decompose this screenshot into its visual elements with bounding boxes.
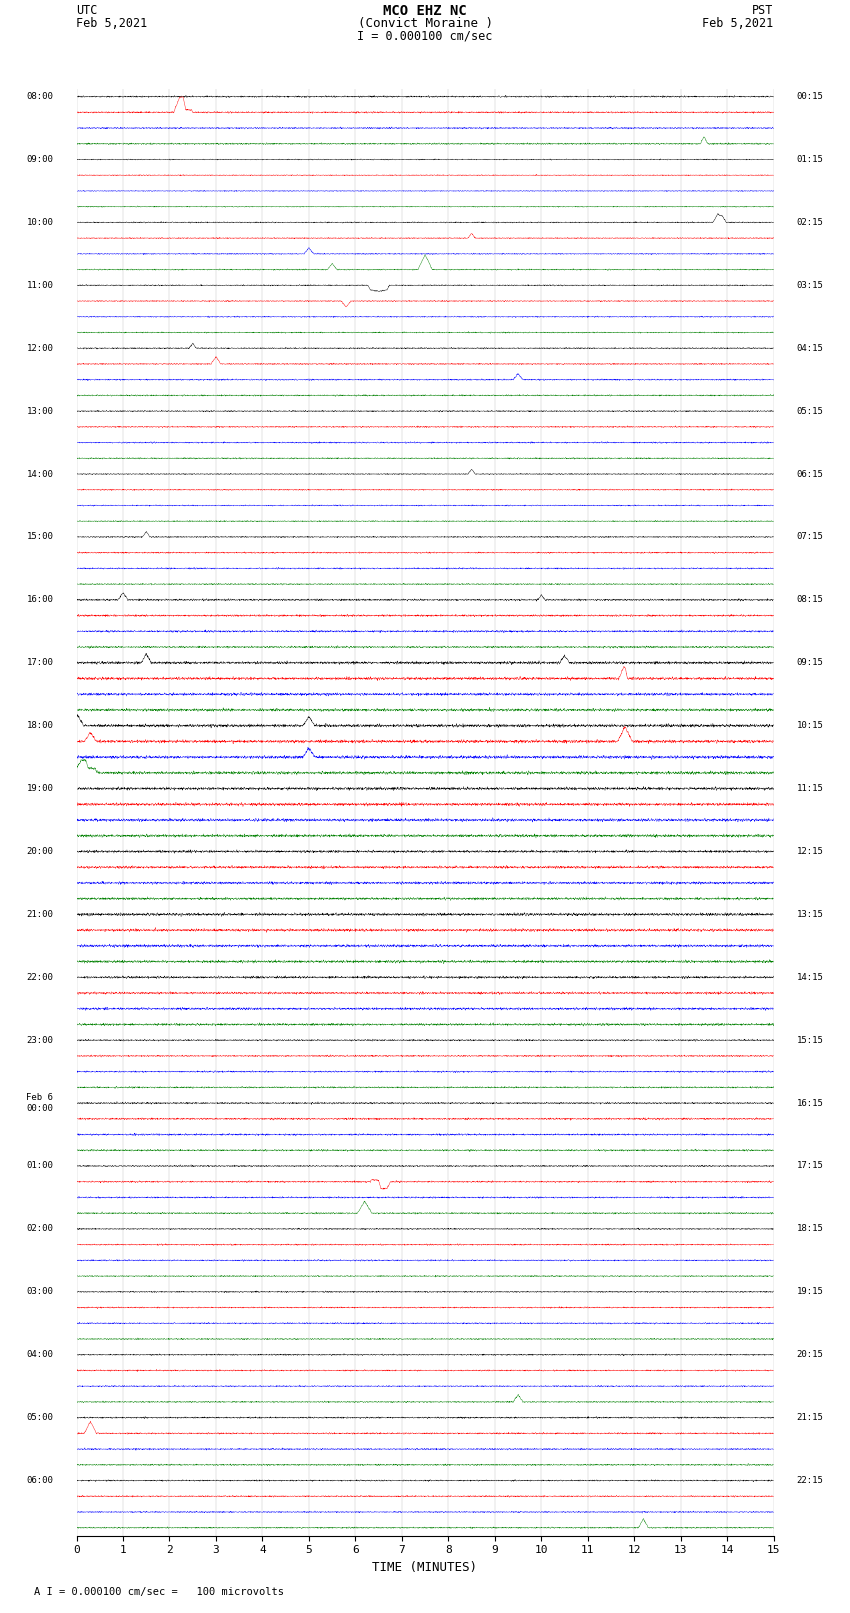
Text: 16:00: 16:00 (26, 595, 54, 605)
Text: 03:00: 03:00 (26, 1287, 54, 1297)
Text: 14:00: 14:00 (26, 469, 54, 479)
Text: 02:00: 02:00 (26, 1224, 54, 1234)
Text: 16:15: 16:15 (796, 1098, 824, 1108)
Text: 22:15: 22:15 (796, 1476, 824, 1486)
Text: 17:00: 17:00 (26, 658, 54, 668)
Text: 23:00: 23:00 (26, 1036, 54, 1045)
Text: 12:00: 12:00 (26, 344, 54, 353)
Text: 08:00: 08:00 (26, 92, 54, 102)
Text: 10:00: 10:00 (26, 218, 54, 227)
Text: Feb 6
00:00: Feb 6 00:00 (26, 1094, 54, 1113)
Text: 21:00: 21:00 (26, 910, 54, 919)
Text: 15:00: 15:00 (26, 532, 54, 542)
Text: 20:00: 20:00 (26, 847, 54, 857)
Text: (Convict Moraine ): (Convict Moraine ) (358, 18, 492, 31)
Text: 06:15: 06:15 (796, 469, 824, 479)
Text: 14:15: 14:15 (796, 973, 824, 982)
Text: 01:00: 01:00 (26, 1161, 54, 1171)
Text: 04:00: 04:00 (26, 1350, 54, 1360)
Text: 18:15: 18:15 (796, 1224, 824, 1234)
Text: I = 0.000100 cm/sec: I = 0.000100 cm/sec (357, 31, 493, 44)
Text: 00:15: 00:15 (796, 92, 824, 102)
Text: PST: PST (752, 5, 774, 18)
Text: 06:00: 06:00 (26, 1476, 54, 1486)
Text: 13:00: 13:00 (26, 406, 54, 416)
Text: 07:15: 07:15 (796, 532, 824, 542)
Text: Feb 5,2021: Feb 5,2021 (76, 18, 148, 31)
Text: Feb 5,2021: Feb 5,2021 (702, 18, 774, 31)
Text: 10:15: 10:15 (796, 721, 824, 731)
Text: UTC: UTC (76, 5, 98, 18)
Text: 08:15: 08:15 (796, 595, 824, 605)
Text: 19:15: 19:15 (796, 1287, 824, 1297)
Text: 21:15: 21:15 (796, 1413, 824, 1423)
Text: 09:15: 09:15 (796, 658, 824, 668)
Text: 01:15: 01:15 (796, 155, 824, 165)
Text: 13:15: 13:15 (796, 910, 824, 919)
Text: 03:15: 03:15 (796, 281, 824, 290)
Text: 18:00: 18:00 (26, 721, 54, 731)
X-axis label: TIME (MINUTES): TIME (MINUTES) (372, 1561, 478, 1574)
Text: MCO EHZ NC: MCO EHZ NC (383, 5, 467, 18)
Text: 17:15: 17:15 (796, 1161, 824, 1171)
Text: 05:00: 05:00 (26, 1413, 54, 1423)
Text: 11:15: 11:15 (796, 784, 824, 794)
Text: 15:15: 15:15 (796, 1036, 824, 1045)
Text: 20:15: 20:15 (796, 1350, 824, 1360)
Text: 09:00: 09:00 (26, 155, 54, 165)
Text: 04:15: 04:15 (796, 344, 824, 353)
Text: 05:15: 05:15 (796, 406, 824, 416)
Text: 22:00: 22:00 (26, 973, 54, 982)
Text: 19:00: 19:00 (26, 784, 54, 794)
Text: 11:00: 11:00 (26, 281, 54, 290)
Text: A I = 0.000100 cm/sec =   100 microvolts: A I = 0.000100 cm/sec = 100 microvolts (34, 1587, 284, 1597)
Text: 12:15: 12:15 (796, 847, 824, 857)
Text: 02:15: 02:15 (796, 218, 824, 227)
